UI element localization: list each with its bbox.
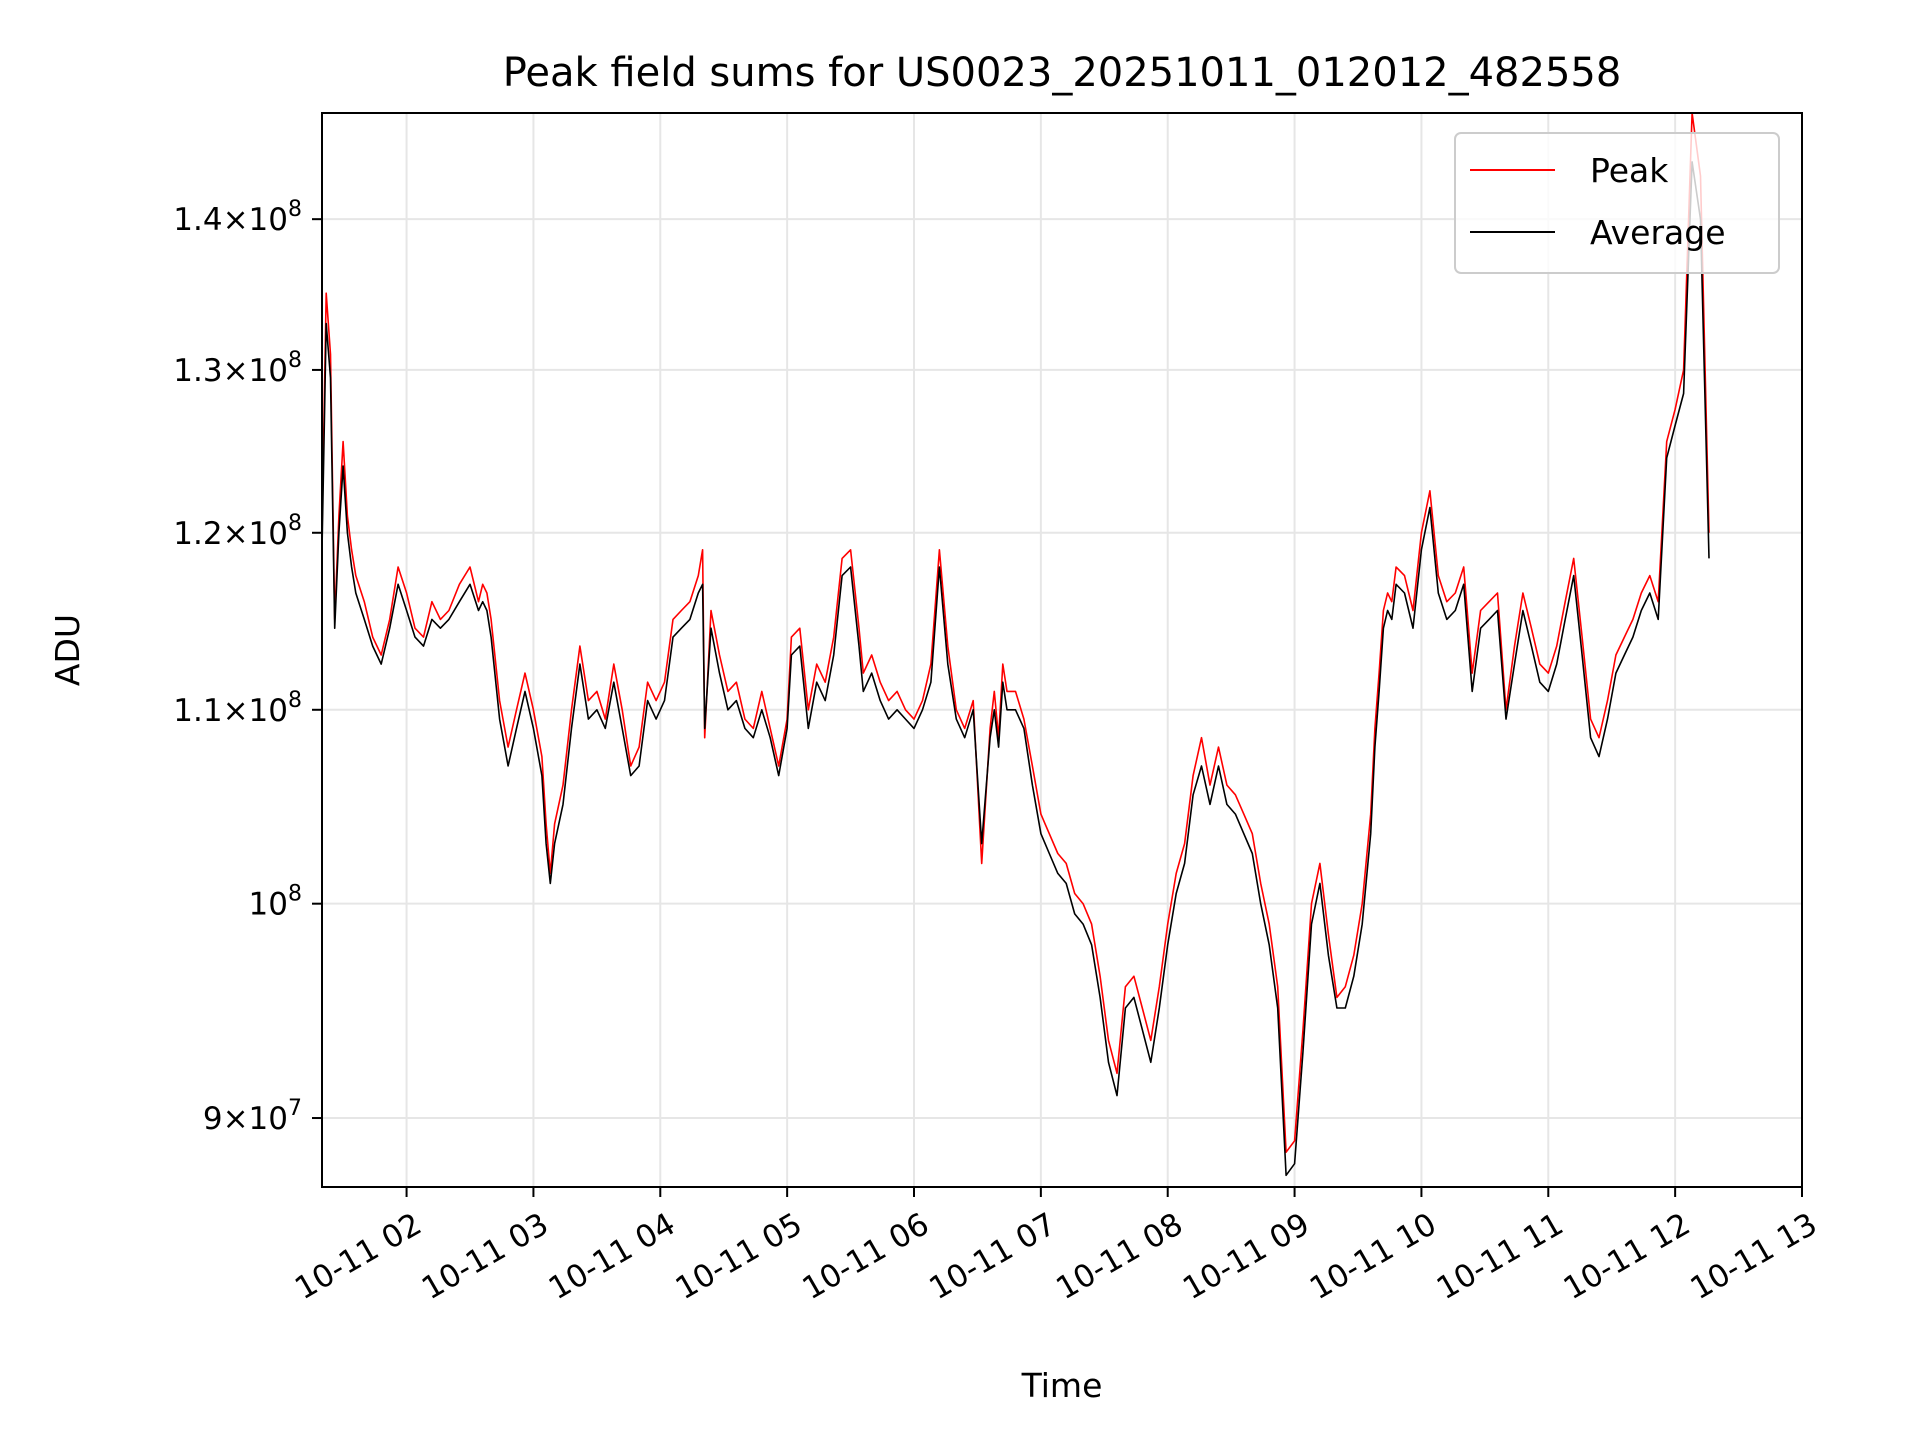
chart-title: Peak field sums for US0023_20251011_0120… xyxy=(503,50,1622,96)
gridlines xyxy=(322,113,1803,1187)
peak-series-line xyxy=(321,112,1710,1153)
legend-peak-label: Peak xyxy=(1590,151,1669,190)
legend: Peak Average xyxy=(1454,132,1780,274)
y-tick-label: 108 xyxy=(249,882,302,923)
legend-average-label: Average xyxy=(1590,213,1726,252)
y-tick-label: 1.4×108 xyxy=(173,197,302,238)
y-tick-label: 1.2×108 xyxy=(173,511,302,552)
y-tick-label: 9×107 xyxy=(203,1096,302,1137)
legend-box xyxy=(1454,132,1780,274)
plot-series xyxy=(321,112,1710,1177)
y-tick-label: 1.3×108 xyxy=(173,348,302,389)
y-axis-label: ADU xyxy=(48,614,87,686)
x-axis-label: Time xyxy=(1021,1366,1103,1405)
y-tick-label: 1.1×108 xyxy=(173,688,302,729)
average-series-line xyxy=(321,161,1710,1177)
y-axis-ticks: 9×107 108 1.1×108 1.2×108 1.3×108 1.4×108 xyxy=(173,197,322,1137)
plot-frame xyxy=(321,112,1803,1188)
